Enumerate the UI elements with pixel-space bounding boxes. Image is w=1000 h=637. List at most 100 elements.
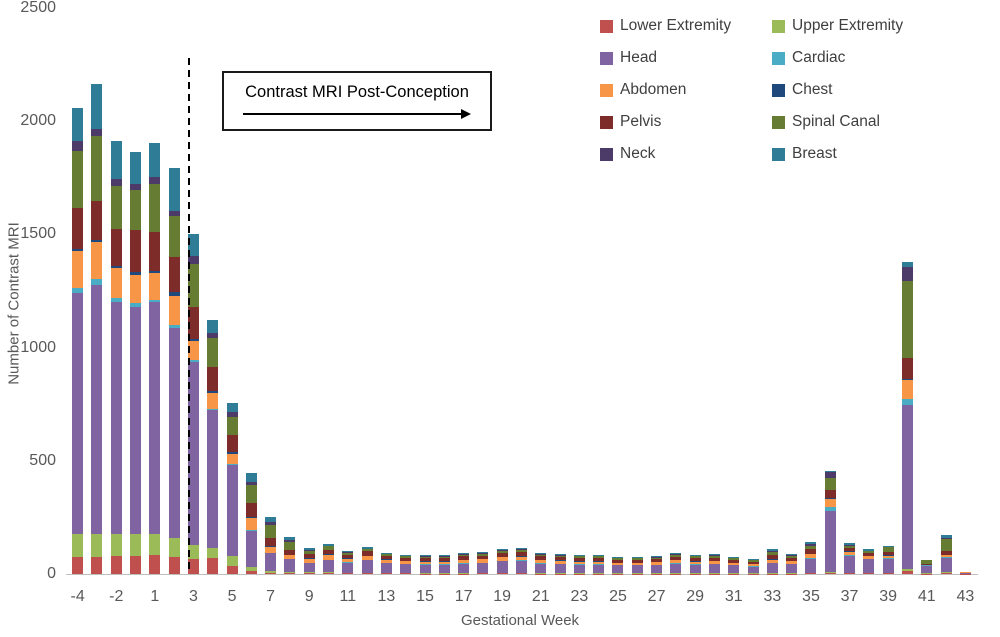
bar-segment-pelvis	[477, 555, 489, 559]
bar-segment-breast	[901, 262, 913, 267]
bar-segment-spinal-canal	[766, 551, 778, 556]
bar-segment-breast	[168, 167, 180, 211]
annotation-box: Contrast MRI Post-Conception	[222, 71, 492, 131]
legend-item-spinal-canal: Spinal Canal	[772, 113, 944, 131]
bar-segment-spinal-canal	[477, 553, 489, 556]
bar-segment-chest	[168, 292, 180, 296]
y-tick-label: 1000	[20, 338, 56, 356]
x-tick-label: 17	[454, 588, 473, 605]
legend-item-pelvis: Pelvis	[600, 113, 772, 131]
bar-segment-head	[901, 405, 913, 570]
bar-segment-neck	[516, 549, 527, 551]
bar-segment-head	[168, 328, 180, 538]
bar-segment-spinal-canal	[361, 549, 373, 552]
bar-segment-lower-extremity	[110, 555, 122, 574]
bar-segment-cardiac	[284, 558, 296, 560]
bar-segment-abdomen	[651, 562, 663, 565]
bar-segment-chest	[284, 554, 296, 556]
bar-segment-upper-extremity	[72, 534, 84, 558]
bar-segment-breast	[844, 543, 856, 545]
bar-segment-head	[747, 566, 759, 574]
bar-segment-pelvis	[149, 232, 161, 271]
y-tick-label: 2500	[20, 0, 56, 16]
bar-segment-abdomen	[130, 275, 142, 304]
stacked-bar-week-7	[265, 517, 277, 574]
legend-swatch-icon	[772, 115, 785, 129]
stacked-bar-week-39	[882, 545, 894, 574]
x-tick-label: 3	[188, 588, 198, 605]
bar-segment-abdomen	[168, 295, 180, 325]
bar-segment-neck	[342, 552, 354, 553]
stacked-bar-week-25	[612, 557, 624, 574]
bar-segment-breast	[72, 108, 84, 142]
bar-segment-neck	[265, 522, 277, 526]
legend-swatch-icon	[600, 51, 613, 65]
bar-segment-pelvis	[168, 257, 180, 293]
bar-segment-head	[535, 563, 547, 574]
bar-segment-spinal-canal	[458, 554, 470, 557]
bar-segment-head	[477, 562, 489, 573]
legend-swatch-icon	[772, 51, 785, 65]
bar-segment-head	[110, 302, 122, 535]
bar-segment-lower-extremity	[380, 573, 392, 574]
bar-segment-abdomen	[226, 454, 238, 465]
bar-segment-head	[766, 562, 778, 574]
bar-segment-abdomen	[496, 557, 508, 561]
bar-segment-head	[631, 565, 643, 574]
bar-segment-upper-extremity	[323, 572, 335, 574]
stacked-bar-week-2	[168, 167, 180, 574]
bar-segment-breast	[805, 542, 817, 545]
x-tick-label: -2	[109, 588, 124, 605]
bar-segment-abdomen	[207, 393, 219, 410]
bar-segment-upper-extremity	[284, 571, 296, 573]
stacked-bar-week-37	[844, 543, 856, 574]
bar-segment-breast	[631, 557, 643, 559]
bar-segment-abdomen	[882, 555, 894, 559]
stacked-bar-week-30	[708, 554, 720, 574]
bar-segment-spinal-canal	[593, 556, 605, 559]
bar-segment-chest	[110, 265, 122, 269]
bar-segment-pelvis	[824, 489, 836, 499]
bar-segment-cardiac	[265, 552, 277, 554]
stacked-bar-week-15	[419, 555, 431, 574]
bar-segment-abdomen	[844, 551, 856, 556]
bar-segment-spinal-canal	[901, 280, 913, 358]
bar-segment-head	[342, 562, 354, 573]
bar-segment-neck	[284, 540, 296, 543]
bar-segment-upper-extremity	[303, 572, 315, 574]
bar-segment-pelvis	[361, 551, 373, 556]
bar-segment-abdomen	[265, 546, 277, 553]
bar-segment-pelvis	[689, 558, 701, 562]
bar-segment-neck	[323, 545, 335, 547]
bar-segment-pelvis	[651, 559, 663, 562]
x-tick-label: 29	[686, 588, 705, 605]
bar-segment-spinal-canal	[863, 551, 875, 554]
stacked-bar-week--3	[91, 83, 103, 574]
bar-segment-breast	[573, 555, 585, 556]
bar-segment-abdomen	[380, 559, 392, 563]
bar-segment-upper-extremity	[245, 566, 257, 572]
bar-segment-spinal-canal	[824, 478, 836, 490]
stacked-bar-week-8	[284, 537, 296, 574]
legend-label: Neck	[620, 145, 656, 162]
bar-segment-breast	[342, 550, 354, 553]
x-tick-label: 15	[416, 588, 434, 605]
bar-segment-spinal-canal	[554, 555, 566, 558]
x-tick-label: 11	[339, 588, 357, 605]
legend-label: Cardiac	[792, 49, 846, 66]
bar-segment-lower-extremity	[361, 573, 373, 574]
bar-segment-breast	[670, 553, 682, 555]
bar-segment-chest	[265, 545, 277, 547]
bar-segment-lower-extremity	[323, 573, 335, 574]
stacked-bar-week-4	[207, 320, 219, 574]
bar-segment-pelvis	[921, 563, 933, 565]
bar-segment-lower-extremity	[207, 558, 219, 574]
right-arrow-icon	[243, 109, 471, 119]
bar-segment-lower-extremity	[245, 571, 257, 574]
bar-segment-chest	[226, 452, 238, 455]
bar-segment-spinal-canal	[805, 545, 817, 550]
bar-segment-head	[593, 564, 605, 574]
bar-segment-spinal-canal	[380, 554, 392, 557]
stacked-bar-week-3	[187, 233, 199, 574]
bar-segment-upper-extremity	[168, 537, 180, 558]
